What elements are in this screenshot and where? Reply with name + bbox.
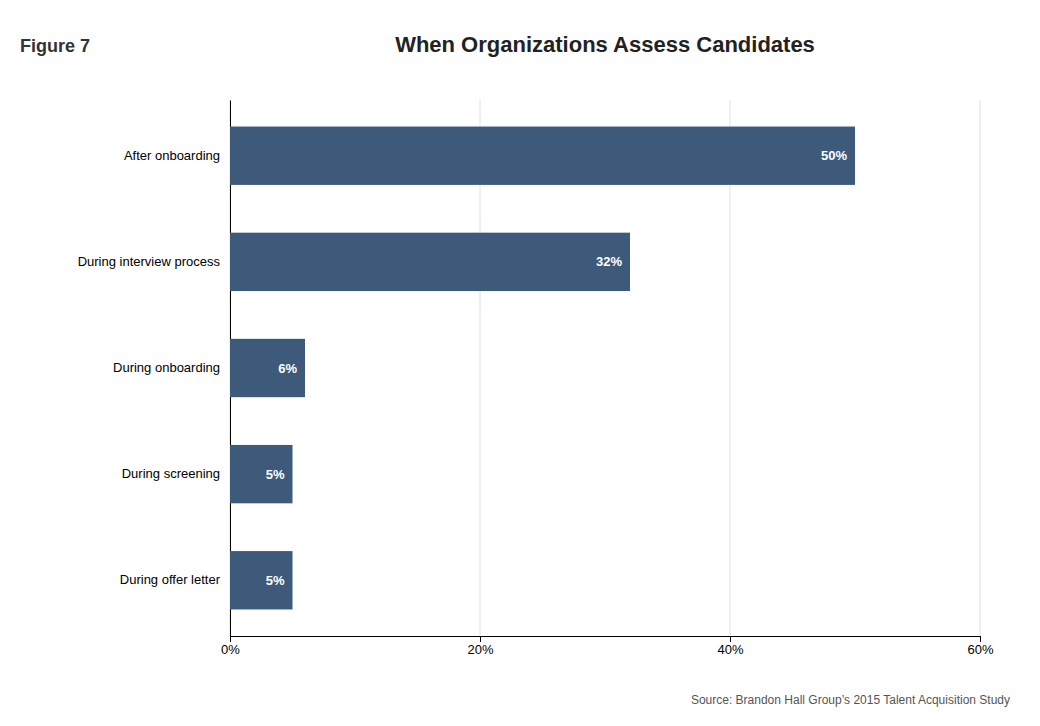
tick-label: After onboarding	[124, 148, 220, 163]
data-label: 5%	[266, 467, 285, 482]
bar	[230, 127, 855, 185]
data-labels: 5% 5% 6% 32% 50%	[266, 148, 848, 588]
bar	[230, 551, 293, 609]
tick-mark	[980, 636, 981, 642]
tick: After onboarding	[124, 148, 220, 163]
grid-line	[980, 100, 981, 636]
tick: 40%	[717, 636, 743, 657]
bar	[230, 445, 293, 503]
tick: During onboarding	[113, 360, 220, 375]
tick: During screening	[122, 466, 220, 481]
category-axis: During offer letter During screening Durin…	[78, 101, 231, 637]
tick-label: 60%	[967, 642, 993, 657]
tick-mark	[230, 636, 231, 642]
chart-svg: When Organizations Assess Candidates Figu…	[0, 0, 1040, 726]
tick-label: 0%	[221, 642, 240, 657]
annotation: Source: Brandon Hall Group’s 2015 Talent…	[691, 693, 1010, 707]
plot-area: 0% 20% 40% 60% During offer letter During scr…	[78, 100, 994, 657]
tick-label: During interview process	[78, 254, 221, 269]
tick-label: During screening	[122, 466, 220, 481]
tick: During interview process	[78, 254, 221, 269]
tick-mark	[730, 636, 731, 642]
annotation: Figure 7	[20, 36, 90, 56]
tick-label: 40%	[717, 642, 743, 657]
tick: During offer letter	[120, 572, 221, 587]
bars	[230, 127, 855, 610]
bar	[230, 339, 305, 397]
tick: 0%	[221, 636, 240, 657]
axis-line	[231, 637, 981, 643]
tick-mark	[480, 636, 481, 642]
data-label: 32%	[596, 254, 622, 269]
title: When Organizations Assess Candidates	[395, 32, 815, 57]
tick-label: 20%	[467, 642, 493, 657]
tick-label: During offer letter	[120, 572, 221, 587]
grid	[230, 100, 980, 636]
value-axis: 0% 20% 40% 60%	[221, 636, 994, 657]
tick-label: During onboarding	[113, 360, 220, 375]
data-label: 6%	[278, 361, 297, 376]
data-label: 50%	[821, 148, 847, 163]
tick: 20%	[467, 636, 493, 657]
bar	[230, 233, 630, 291]
data-label: 5%	[266, 573, 285, 588]
tick: 60%	[967, 636, 993, 657]
